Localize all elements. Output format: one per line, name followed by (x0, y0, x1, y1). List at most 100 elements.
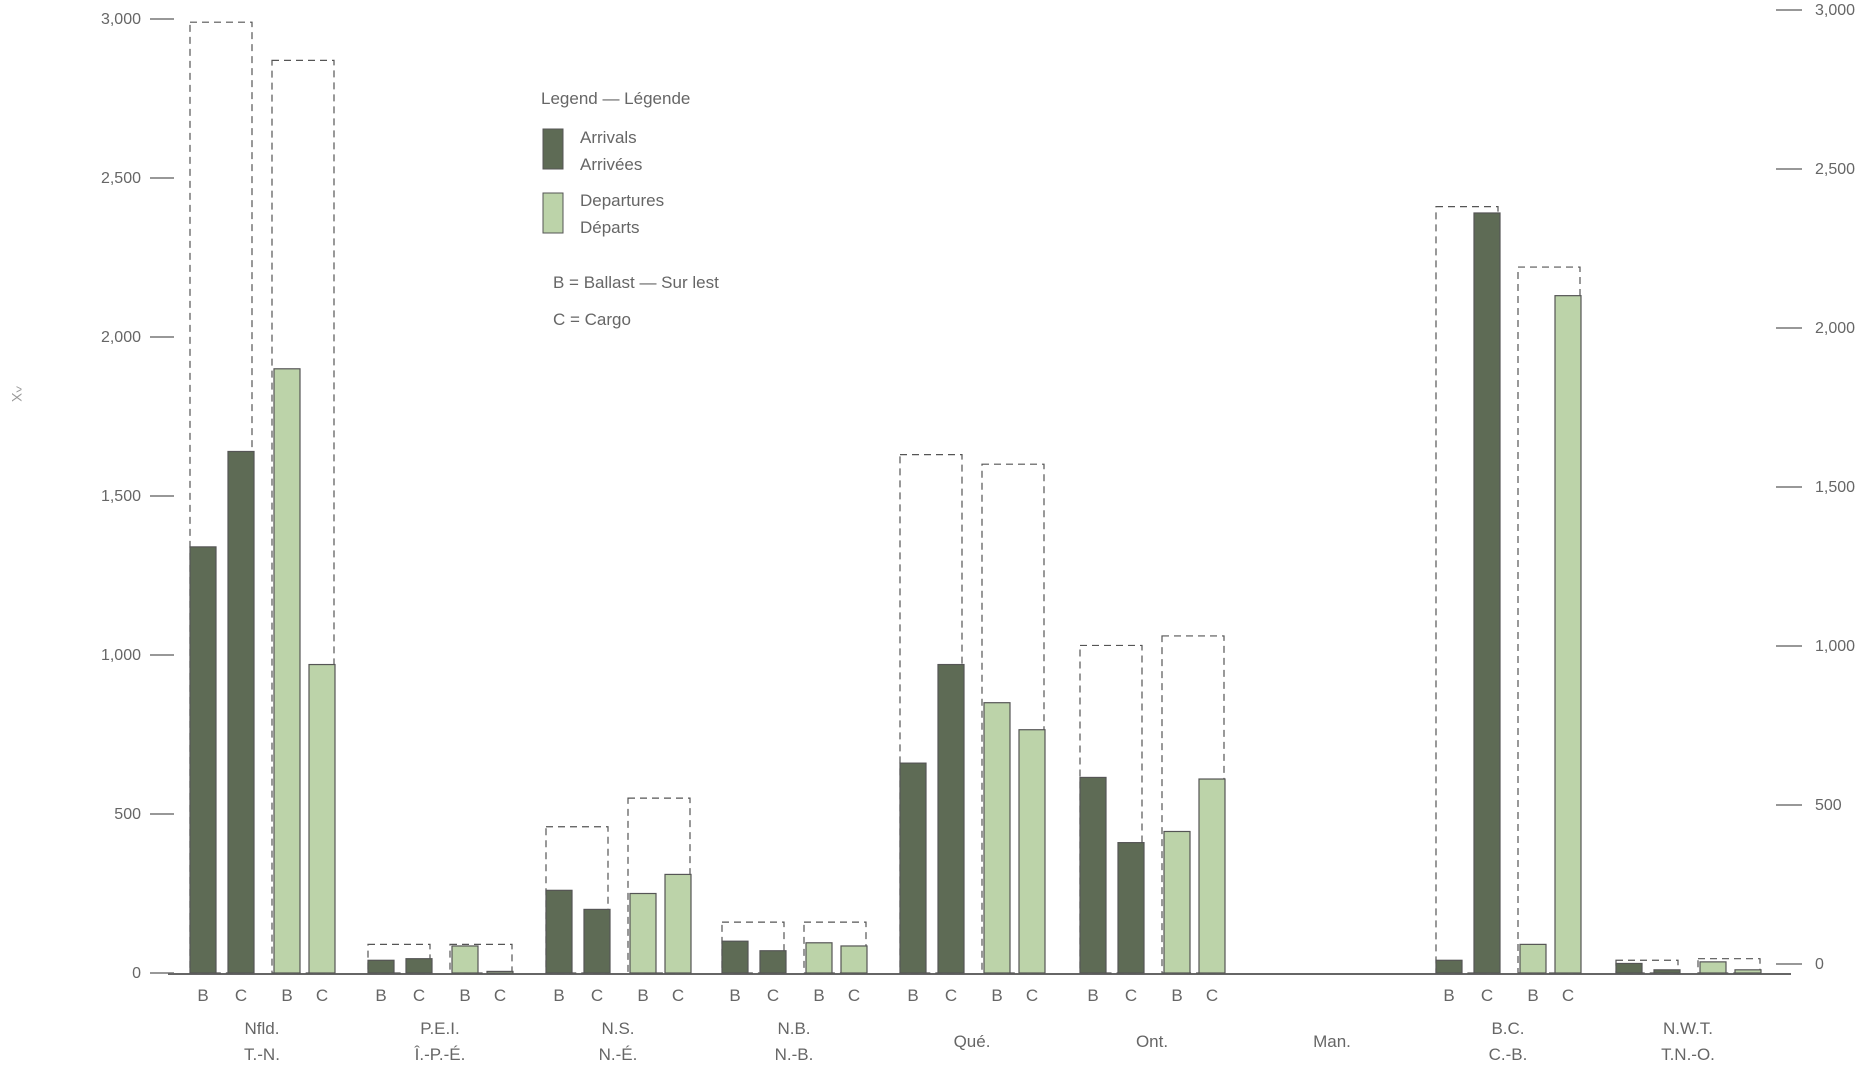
legend: Legend — Légende Arrivals Arrivées Depar… (541, 89, 719, 329)
category-label-fr: N.-É. (599, 1045, 638, 1064)
right-tick-label: 1,000 (1815, 638, 1855, 655)
bar-sub-label: B (813, 986, 824, 1005)
departures-cargo-bar (1554, 295, 1582, 974)
departures-total-box (271, 59, 335, 974)
bar-sub-label: B (1527, 986, 1538, 1005)
left-tick-label: 3,000 (101, 11, 141, 28)
right-tick-label: 0 (1815, 956, 1824, 973)
arrivals-ballast-bar (367, 959, 395, 974)
bar-sub-label: C (1481, 986, 1493, 1005)
departures-ballast-bar (629, 892, 657, 974)
category-label-en: P.E.I. (420, 1019, 459, 1038)
departures-ballast-bar (1163, 830, 1191, 974)
arrivals-ballast-bar (545, 889, 573, 974)
legend-note-ballast: B = Ballast — Sur lest (553, 273, 719, 292)
bar-sub-label: B (375, 986, 386, 1005)
bar-sub-label: B (197, 986, 208, 1005)
departures-ballast-bar (805, 942, 833, 974)
left-tick-label: 1,500 (101, 488, 141, 505)
bar-sub-label: B (459, 986, 470, 1005)
bar-group (346, 943, 543, 975)
departures-cargo-bar (1198, 778, 1226, 974)
bar-sub-label: C (1125, 986, 1137, 1005)
category-label: Ont. (1136, 1032, 1168, 1051)
category-label-en: N.W.T. (1663, 1019, 1713, 1038)
departures-ballast-bar (1519, 943, 1547, 974)
category-label: Qué. (954, 1032, 991, 1051)
arrivals-total-box (189, 21, 253, 974)
right-tick-label: 3,000 (1815, 2, 1855, 19)
bar-sub-label: B (729, 986, 740, 1005)
category-label-en: N.S. (601, 1019, 634, 1038)
arrivals-cargo-bar (583, 908, 611, 974)
arrivals-cargo-bar (227, 450, 255, 974)
arrivals-ballast-bar (1435, 959, 1463, 974)
departures-ballast-bar (273, 368, 301, 974)
bar-sub-label: C (1026, 986, 1038, 1005)
right-tick-label: 500 (1815, 797, 1842, 814)
left-tick-label: 2,000 (101, 329, 141, 346)
bar-sub-label: C (413, 986, 425, 1005)
arrivals-ballast-bar (1079, 776, 1107, 974)
bar-sub-label: C (767, 986, 779, 1005)
category-label-fr: T.N.-O. (1661, 1045, 1715, 1064)
legend-note-cargo: C = Cargo (553, 310, 631, 329)
departures-ballast-bar (451, 945, 479, 974)
departures-total-box (981, 463, 1045, 974)
left-tick-label: 1,000 (101, 647, 141, 664)
departures-cargo-bar (1018, 729, 1046, 974)
legend-title: Legend — Légende (541, 89, 690, 108)
bar-sub-label: B (907, 986, 918, 1005)
bar-group (1594, 958, 1791, 975)
right-tick-label: 1,500 (1815, 479, 1855, 496)
bar-groups (168, 21, 1791, 975)
departures-total-box (1697, 958, 1761, 974)
bar-sub-label: B (991, 986, 1002, 1005)
arrivals-ballast-bar (1615, 962, 1643, 974)
bar-group (1058, 635, 1255, 975)
arrivals-cargo-bar (1117, 842, 1145, 974)
left-tick-label: 0 (132, 965, 141, 982)
bar-sub-label: B (637, 986, 648, 1005)
legend-arrivals-fr: Arrivées (580, 155, 642, 174)
departures-cargo-bar (1734, 969, 1762, 974)
category-label-fr: N.-B. (775, 1045, 814, 1064)
arrivals-total-box (721, 921, 785, 974)
bar-group (700, 921, 897, 975)
left-y-axis: 0 500 1,000 1,500 2,000 2,500 3,000 (101, 11, 174, 982)
arrivals-cargo-bar (405, 958, 433, 974)
arrivals-cargo-bar (759, 950, 787, 974)
category-label-en: N.B. (777, 1019, 810, 1038)
bar-group (878, 454, 1075, 975)
category-label-en: Nfld. (245, 1019, 280, 1038)
bar-sub-label: C (235, 986, 247, 1005)
category-label-fr: Î.-P.-É. (414, 1045, 466, 1064)
bar-sub-label: C (945, 986, 957, 1005)
left-tick-label: 2,500 (101, 170, 141, 187)
bar-sub-label: C (1562, 986, 1574, 1005)
bar-sub-label: C (316, 986, 328, 1005)
bar-group (168, 21, 365, 975)
arrivals-total-box (899, 454, 963, 974)
bar-group (1414, 206, 1611, 975)
left-tick-label: 500 (114, 806, 141, 823)
bar-sub-label: B (553, 986, 564, 1005)
right-tick-label: 2,500 (1815, 161, 1855, 178)
legend-swatch-arrivals (542, 128, 564, 170)
bar-sub-label: C (591, 986, 603, 1005)
bar-group (524, 797, 721, 975)
category-label: Man. (1313, 1032, 1351, 1051)
bar-sub-label: C (494, 986, 506, 1005)
legend-departures-fr: Départs (580, 218, 640, 237)
departures-total-box (449, 943, 513, 974)
bar-sub-label: B (1443, 986, 1454, 1005)
arrivals-cargo-bar (937, 663, 965, 974)
departures-ballast-bar (1699, 961, 1727, 974)
bar-sub-label: C (848, 986, 860, 1005)
arrivals-total-box (545, 826, 609, 974)
arrivals-cargo-bar (1653, 969, 1681, 974)
departures-ballast-bar (983, 702, 1011, 974)
departures-cargo-bar (840, 945, 868, 974)
category-label-fr: C.-B. (1489, 1045, 1528, 1064)
